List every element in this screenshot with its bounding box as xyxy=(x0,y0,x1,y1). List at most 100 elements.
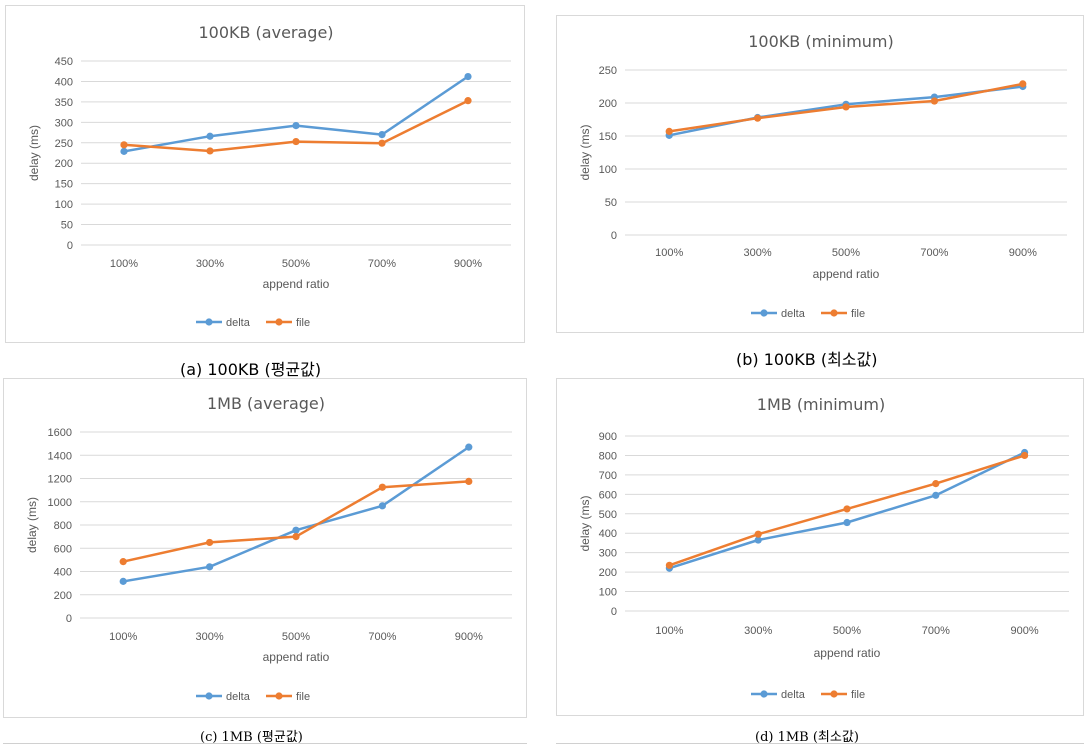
y-tick-label: 1000 xyxy=(48,497,72,509)
x-axis-label: append ratio xyxy=(813,267,880,281)
legend-marker xyxy=(275,692,283,700)
x-tick-label: 900% xyxy=(455,631,483,643)
y-tick-label: 200 xyxy=(599,98,617,110)
y-tick-label: 50 xyxy=(605,197,617,209)
x-axis-label: append ratio xyxy=(263,650,330,664)
series-line-file xyxy=(122,480,469,563)
legend-marker xyxy=(830,690,838,698)
data-point-file xyxy=(754,114,762,122)
caption-a: (a) 100KB (평균값) xyxy=(180,360,322,379)
y-tick-label: 350 xyxy=(55,97,73,109)
legend-label: file xyxy=(296,691,310,703)
y-tick-label: 400 xyxy=(54,567,72,579)
caption-d-underline xyxy=(556,743,1084,744)
y-axis-label: delay (ms) xyxy=(27,125,41,181)
data-point-file xyxy=(292,137,300,146)
data-point-file xyxy=(378,139,386,147)
y-tick-label: 800 xyxy=(599,450,617,462)
x-tick-label: 500% xyxy=(833,625,861,637)
y-axis-label: delay (ms) xyxy=(578,495,592,551)
y-tick-label: 250 xyxy=(55,138,73,150)
x-tick-label: 100% xyxy=(110,258,138,270)
chart-svg-d: 1MB (minimum) 0 100 200 300 400 500 600 700 800 90… xyxy=(578,395,1069,701)
data-point-delta xyxy=(119,577,127,585)
x-tick-label: 300% xyxy=(196,631,224,643)
legend-marker xyxy=(205,318,213,326)
legend-label: delta xyxy=(781,308,806,320)
y-tick-label: 300 xyxy=(599,548,617,560)
chart-panel-b: 100KB (minimum) 0 50 100 150 200 250 100% 300% 50… xyxy=(556,15,1084,333)
data-point-file xyxy=(206,538,214,547)
data-point-delta xyxy=(932,491,940,499)
legend-item-file: file xyxy=(266,691,310,703)
chart-svg-b: 100KB (minimum) 0 50 100 150 200 250 100% 300% 50… xyxy=(578,32,1067,320)
data-point-delta xyxy=(292,122,300,130)
x-tick-label: 700% xyxy=(368,258,396,270)
legend-marker xyxy=(830,309,838,317)
data-point-delta xyxy=(120,147,128,155)
x-tick-label: 900% xyxy=(454,258,482,270)
chart-svg-a: 100KB (average) 0 50 100 150 200 250 300 350 400 4… xyxy=(27,23,511,329)
data-point-file xyxy=(1021,451,1029,460)
data-point-delta xyxy=(378,131,386,139)
y-tick-label: 600 xyxy=(54,543,72,555)
caption-d: (d) 1MB (최소값) xyxy=(755,730,859,745)
y-tick-label: 500 xyxy=(599,509,617,521)
chart-title: 1MB (average) xyxy=(207,394,325,413)
x-tick-label: 300% xyxy=(744,625,772,637)
x-tick-label: 700% xyxy=(920,247,948,259)
data-point-file xyxy=(378,483,386,491)
data-point-file xyxy=(754,530,762,538)
legend-item-file: file xyxy=(821,689,865,701)
x-tick-label: 100% xyxy=(109,631,137,643)
y-tick-label: 900 xyxy=(599,431,617,443)
data-point-file xyxy=(206,147,214,155)
chart-panel-d: 1MB (minimum) 0 100 200 300 400 500 600 700 800 90… xyxy=(556,378,1084,716)
y-tick-label: 0 xyxy=(611,230,617,242)
series-line-delta xyxy=(122,446,470,583)
y-tick-label: 1600 xyxy=(48,427,72,439)
chart-panel-a: 100KB (average) 0 50 100 150 200 250 300 350 400 4… xyxy=(5,5,525,343)
data-point-delta xyxy=(292,526,300,534)
y-tick-label: 450 xyxy=(55,56,73,68)
y-tick-label: 400 xyxy=(55,76,73,88)
legend-label: delta xyxy=(226,317,251,329)
data-point-file xyxy=(842,103,850,111)
legend-label: delta xyxy=(226,691,251,703)
y-tick-label: 0 xyxy=(611,606,617,618)
y-tick-label: 0 xyxy=(66,613,72,625)
data-point-file xyxy=(932,480,940,488)
y-tick-label: 200 xyxy=(55,158,73,170)
y-tick-label: 50 xyxy=(61,220,73,232)
x-tick-label: 900% xyxy=(1011,625,1039,637)
data-point-delta xyxy=(206,563,214,571)
y-tick-label: 300 xyxy=(55,117,73,129)
x-tick-label: 900% xyxy=(1009,247,1037,259)
y-tick-label: 100 xyxy=(55,199,73,211)
y-axis-label: delay (ms) xyxy=(25,497,39,553)
x-axis-label: append ratio xyxy=(814,646,881,660)
x-tick-label: 700% xyxy=(922,625,950,637)
y-tick-label: 100 xyxy=(599,164,617,176)
data-point-delta xyxy=(754,536,762,544)
y-tick-label: 400 xyxy=(599,528,617,540)
data-point-file xyxy=(930,97,938,105)
x-tick-label: 500% xyxy=(282,258,310,270)
data-point-delta xyxy=(464,72,472,81)
data-point-delta xyxy=(843,518,851,527)
legend-label: file xyxy=(296,317,310,329)
data-point-file xyxy=(665,127,673,135)
legend-item-delta: delta xyxy=(751,308,806,320)
y-tick-label: 250 xyxy=(599,65,617,77)
legend-marker xyxy=(760,309,768,317)
y-tick-label: 100 xyxy=(599,587,617,599)
x-tick-label: 700% xyxy=(368,631,396,643)
chart-panel-c: 1MB (average) 0 200 400 600 800 1000 1200 1400 16… xyxy=(3,378,527,718)
x-axis-label: append ratio xyxy=(263,277,330,291)
data-point-file xyxy=(464,97,472,105)
data-point-file xyxy=(1019,80,1027,88)
chart-title: 1MB (minimum) xyxy=(757,395,885,414)
y-tick-label: 200 xyxy=(599,567,617,579)
caption-b: (b) 100KB (최소값) xyxy=(736,350,878,369)
x-tick-label: 500% xyxy=(832,247,860,259)
